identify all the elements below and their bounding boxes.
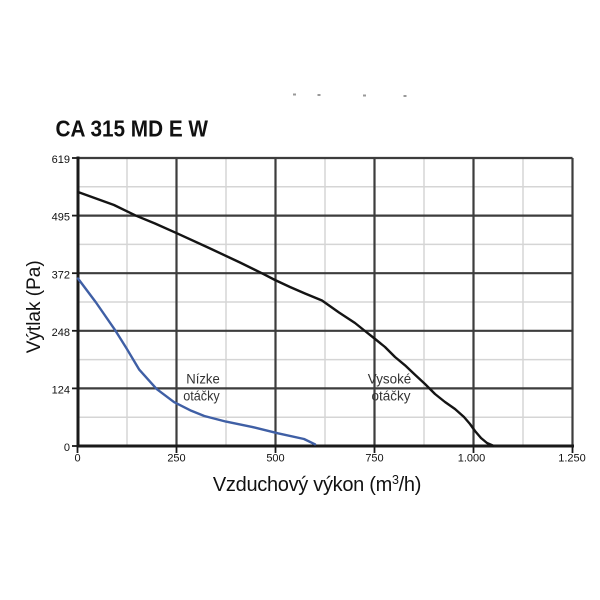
svg-text:0: 0: [74, 453, 80, 465]
svg-text:619: 619: [52, 154, 70, 166]
svg-text:250: 250: [167, 453, 185, 465]
svg-text:1.000: 1.000: [458, 453, 486, 465]
svg-text:otáčky: otáčky: [372, 389, 411, 404]
svg-text:1.250: 1.250: [558, 453, 586, 465]
svg-text:495: 495: [52, 212, 70, 224]
svg-text:372: 372: [52, 269, 70, 281]
svg-text:Vzduchový výkon (m3/h): Vzduchový výkon (m3/h): [213, 473, 421, 496]
svg-text:Nízke: Nízke: [186, 371, 220, 386]
svg-text:500: 500: [266, 453, 284, 465]
svg-text:750: 750: [365, 453, 383, 465]
svg-text:0: 0: [64, 442, 70, 454]
svg-text:otáčky: otáčky: [183, 389, 220, 404]
svg-text:CA 315 MD E W: CA 315 MD E W: [56, 116, 209, 142]
svg-text:248: 248: [52, 327, 70, 339]
svg-text:124: 124: [52, 385, 70, 397]
svg-text:Výtlak (Pa): Výtlak (Pa): [24, 260, 45, 353]
svg-text:Vysoké: Vysoké: [368, 371, 412, 386]
